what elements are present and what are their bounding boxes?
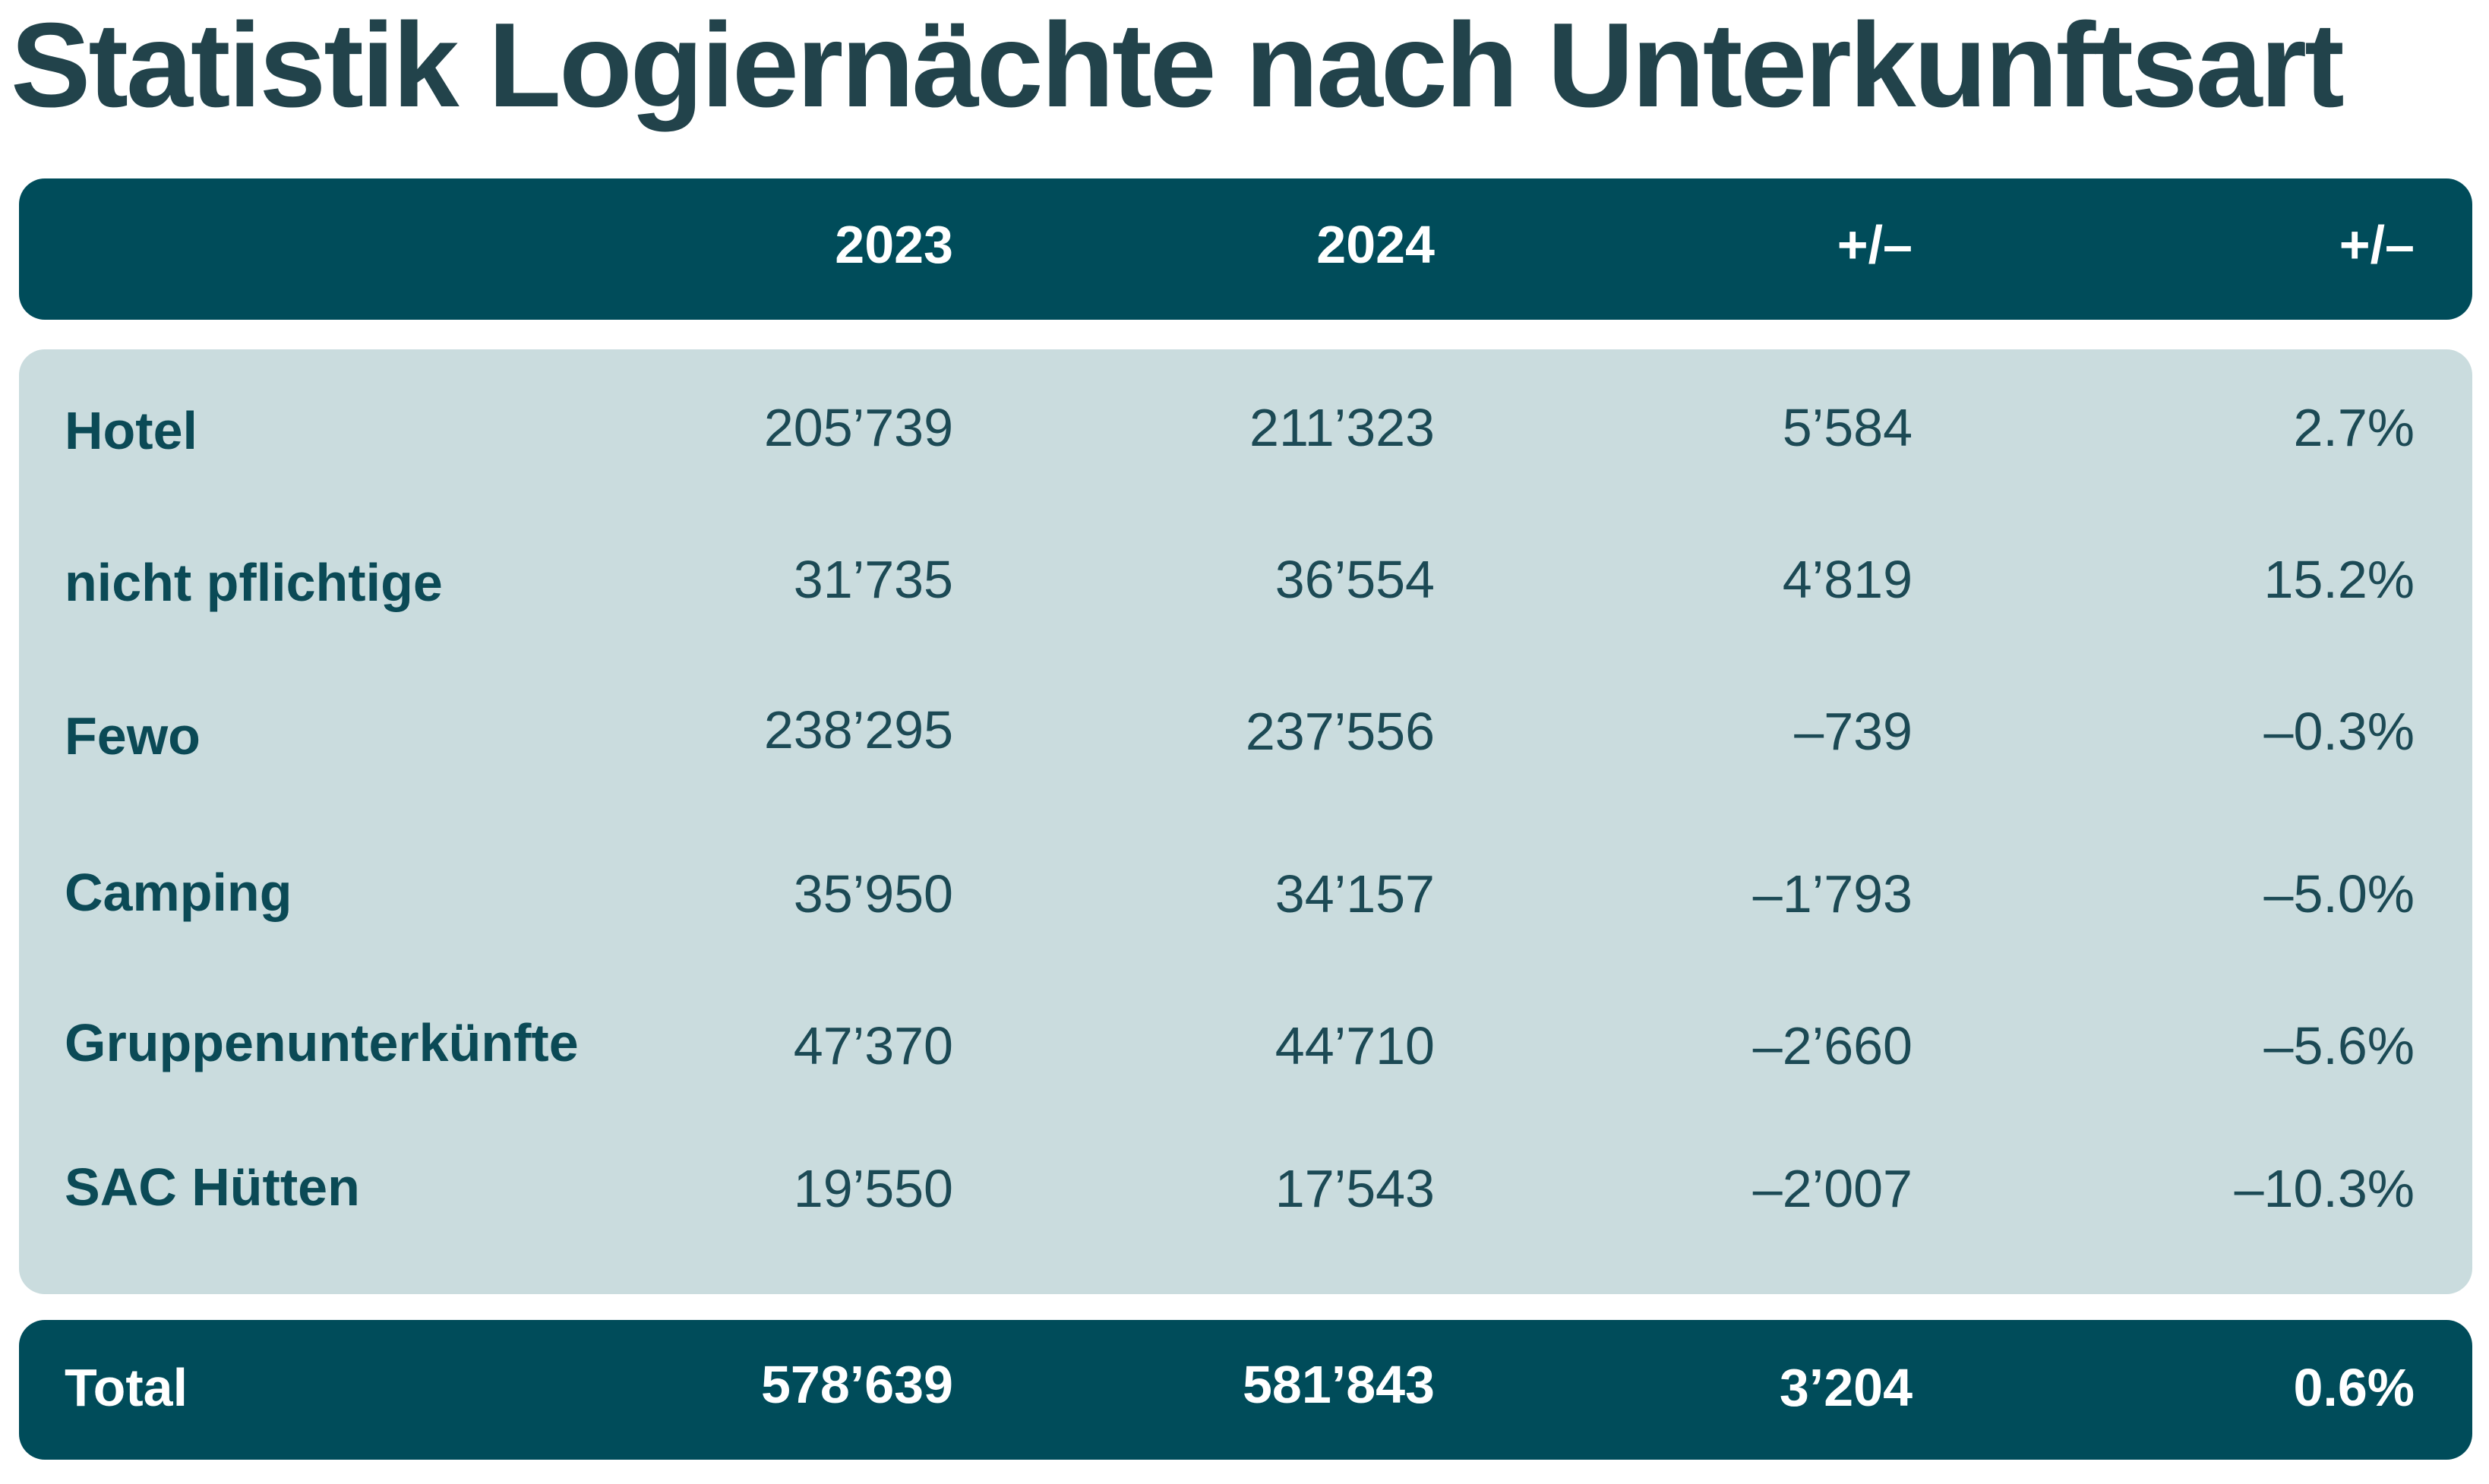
row-label-total: Total <box>65 1358 188 1417</box>
cell-fewo-percent: –0.3% <box>2263 702 2415 761</box>
column-header-difference: +/– <box>1837 215 1913 274</box>
cell-hotel-difference: 5’584 <box>1782 398 1913 457</box>
row-label-fewo: Fewo <box>65 706 201 766</box>
cell-camping-2023: 35’950 <box>793 864 953 924</box>
row-label-camping: Camping <box>65 863 292 922</box>
cell-hotel-2024: 211’323 <box>1249 398 1435 457</box>
cell-gruppenunterkuenfte-percent: –5.6% <box>2263 1016 2415 1075</box>
row-label-nicht-pflichtige: nicht pflichtige <box>65 553 443 612</box>
cell-camping-difference: –1’793 <box>1752 864 1913 924</box>
cell-sac-huetten-2023: 19’550 <box>793 1159 953 1218</box>
cell-sac-huetten-2024: 17’543 <box>1275 1159 1435 1218</box>
cell-gruppenunterkuenfte-difference: –2’660 <box>1752 1016 1913 1075</box>
cell-nicht-pflichtige-difference: 4’819 <box>1782 550 1913 609</box>
cell-hotel-percent: 2.7% <box>2293 398 2415 457</box>
cell-sac-huetten-difference: –2’007 <box>1752 1159 1913 1218</box>
cell-total-2023: 578’639 <box>760 1355 953 1414</box>
cell-gruppenunterkuenfte-2024: 44’710 <box>1275 1016 1435 1075</box>
cell-camping-percent: –5.0% <box>2263 864 2415 924</box>
column-header-2023: 2023 <box>835 215 953 274</box>
cell-fewo-2023: 238’295 <box>763 700 953 759</box>
cell-total-percent: 0.6% <box>2293 1358 2415 1417</box>
cell-total-difference: 3’204 <box>1779 1358 1913 1417</box>
table-header-band: 2023 2024 +/– +/– <box>19 178 2472 320</box>
cell-gruppenunterkuenfte-2023: 47’370 <box>793 1016 953 1075</box>
cell-nicht-pflichtige-percent: 15.2% <box>2263 550 2415 609</box>
cell-nicht-pflichtige-2024: 36’554 <box>1275 550 1435 609</box>
column-header-percent-change: +/– <box>2339 215 2415 274</box>
cell-sac-huetten-percent: –10.3% <box>2234 1159 2415 1218</box>
table-body-band: Hotel 205’739 211’323 5’584 2.7% nicht p… <box>19 349 2472 1294</box>
row-label-sac-huetten: SAC Hütten <box>65 1157 360 1217</box>
cell-fewo-2024: 237’556 <box>1245 702 1435 761</box>
cell-fewo-difference: –739 <box>1794 702 1913 761</box>
row-label-gruppenunterkuenfte: Gruppenunterkünfte <box>65 1013 579 1072</box>
table-total-band: Total 578’639 581’843 3’204 0.6% <box>19 1320 2472 1460</box>
column-header-2024: 2024 <box>1316 215 1435 274</box>
cell-camping-2024: 34’157 <box>1275 864 1435 924</box>
cell-nicht-pflichtige-2023: 31’735 <box>793 550 953 609</box>
page-title: Statistik Logiernächte nach Unterkunftsa… <box>11 0 2345 132</box>
row-label-hotel: Hotel <box>65 401 197 460</box>
cell-hotel-2023: 205’739 <box>763 398 953 457</box>
cell-total-2024: 581’843 <box>1242 1355 1435 1414</box>
